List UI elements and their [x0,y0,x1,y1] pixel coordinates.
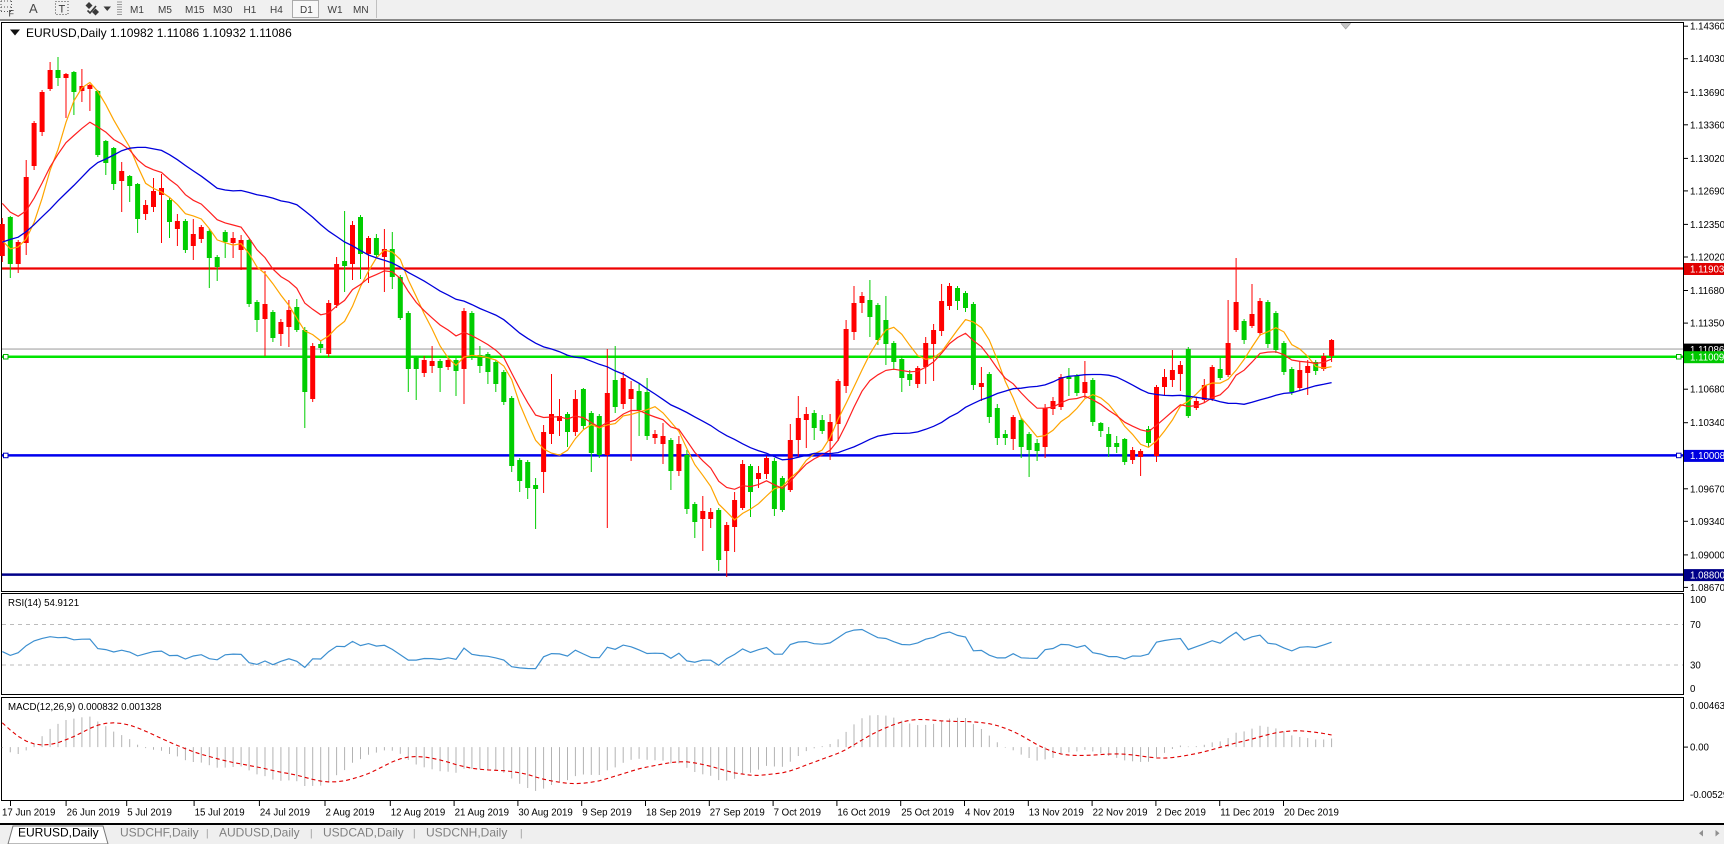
svg-text:1.12690: 1.12690 [1690,186,1724,197]
svg-text:1.13020: 1.13020 [1690,154,1724,165]
svg-text:1.14360: 1.14360 [1690,22,1724,33]
svg-text:7 Oct 2019: 7 Oct 2019 [774,808,821,819]
svg-text:27 Sep 2019: 27 Sep 2019 [710,808,765,819]
svg-text:USDCAD,Daily: USDCAD,Daily [323,826,404,840]
svg-text:1.09340: 1.09340 [1690,517,1724,528]
svg-text:D1: D1 [300,5,313,16]
svg-text:0.00463: 0.00463 [1690,701,1724,712]
svg-text:M30: M30 [213,5,233,16]
svg-text:4 Nov 2019: 4 Nov 2019 [965,808,1015,819]
svg-text:1.08800: 1.08800 [1690,570,1724,581]
svg-text:18 Sep 2019: 18 Sep 2019 [646,808,701,819]
svg-text:25 Oct 2019: 25 Oct 2019 [901,808,954,819]
svg-text:2 Aug 2019: 2 Aug 2019 [326,808,375,819]
svg-text:1.11680: 1.11680 [1690,286,1724,297]
svg-text:1.11009: 1.11009 [1690,353,1724,364]
svg-text:22 Nov 2019: 22 Nov 2019 [1093,808,1148,819]
svg-text:1.10008: 1.10008 [1690,451,1724,462]
svg-text:1.12020: 1.12020 [1690,253,1724,264]
svg-text:1.13360: 1.13360 [1690,120,1724,131]
svg-text:0.00: 0.00 [1690,743,1709,754]
svg-text:1.11350: 1.11350 [1690,319,1724,330]
svg-text:24 Jul 2019: 24 Jul 2019 [260,808,310,819]
svg-text:1.11086: 1.11086 [1690,345,1724,356]
svg-text:21 Aug 2019: 21 Aug 2019 [455,808,509,819]
svg-text:1.09000: 1.09000 [1690,550,1724,561]
svg-text:9 Sep 2019: 9 Sep 2019 [582,808,632,819]
svg-text:EURUSD,Daily: EURUSD,Daily [18,826,99,840]
svg-text:15 Jul 2019: 15 Jul 2019 [195,808,245,819]
svg-text:1.10680: 1.10680 [1690,385,1724,396]
svg-text:1.13690: 1.13690 [1690,88,1724,99]
svg-text:17 Jun 2019: 17 Jun 2019 [2,808,55,819]
svg-text:1.10340: 1.10340 [1690,418,1724,429]
svg-text:T: T [59,4,66,16]
svg-text:26 Jun 2019: 26 Jun 2019 [67,808,120,819]
svg-text:2 Dec 2019: 2 Dec 2019 [1156,808,1206,819]
svg-text:1.12350: 1.12350 [1690,220,1724,231]
svg-text:MACD(12,26,9) 0.000832 0.00132: MACD(12,26,9) 0.000832 0.001328 [8,702,162,713]
svg-text:1.11903: 1.11903 [1690,264,1724,275]
svg-text:16 Oct 2019: 16 Oct 2019 [837,808,890,819]
svg-text:-0.00529: -0.00529 [1690,790,1724,801]
svg-text:EURUSD,Daily 1.10982 1.11086: EURUSD,Daily 1.10982 1.11086 1.10932 1.1… [26,26,292,40]
svg-text:11 Dec 2019: 11 Dec 2019 [1220,808,1274,819]
svg-text:|: | [413,829,416,840]
svg-text:30 Aug 2019: 30 Aug 2019 [518,808,572,819]
svg-text:|: | [310,829,313,840]
svg-text:|: | [206,829,209,840]
svg-text:5 Jul 2019: 5 Jul 2019 [127,808,172,819]
svg-text:H4: H4 [270,5,283,16]
svg-text:F: F [9,9,15,19]
svg-text:A: A [29,1,38,16]
svg-text:M5: M5 [158,5,172,16]
svg-text:|: | [520,829,523,840]
svg-text:USDCNH,Daily: USDCNH,Daily [426,826,507,840]
svg-text:1.09670: 1.09670 [1690,484,1724,495]
svg-text:30: 30 [1690,661,1701,672]
svg-text:AUDUSD,Daily: AUDUSD,Daily [219,826,300,840]
svg-text:H1: H1 [244,5,257,16]
svg-text:M1: M1 [130,5,144,16]
svg-text:W1: W1 [328,5,343,16]
svg-text:1.08670: 1.08670 [1690,583,1724,594]
svg-text:13 Nov 2019: 13 Nov 2019 [1029,808,1084,819]
svg-text:MN: MN [353,5,369,16]
svg-text:RSI(14) 54.9121: RSI(14) 54.9121 [8,598,79,609]
svg-text:100: 100 [1690,595,1707,606]
svg-text:USDCHF,Daily: USDCHF,Daily [120,826,199,840]
svg-text:0: 0 [1690,684,1696,695]
svg-text:70: 70 [1690,620,1701,631]
svg-text:20 Dec 2019: 20 Dec 2019 [1284,808,1339,819]
svg-text:1.14030: 1.14030 [1690,54,1724,65]
svg-text:M15: M15 [185,5,205,16]
svg-text:12 Aug 2019: 12 Aug 2019 [391,808,445,819]
